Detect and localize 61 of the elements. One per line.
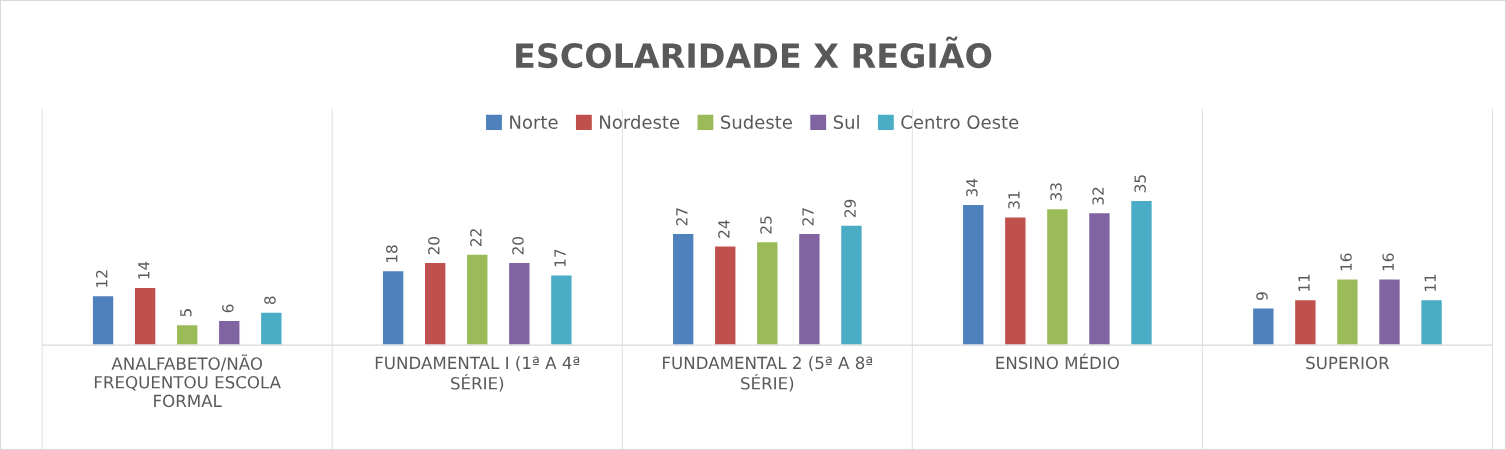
bar — [217, 319, 241, 346]
x-tick-label: FUNDAMENTAL I (1ª A 4ª SÉRIE) — [375, 356, 580, 392]
data-label: 27 — [676, 208, 688, 226]
bar — [797, 232, 821, 346]
legend-label: Centro Oeste — [901, 115, 1019, 129]
legend-label: Norte — [510, 115, 558, 129]
bar — [1419, 298, 1444, 346]
legend-label: Sul — [833, 115, 859, 129]
data-label: 17 — [554, 249, 566, 267]
data-label: 22 — [470, 229, 482, 246]
bar — [713, 245, 737, 346]
data-label: 35 — [1134, 175, 1146, 193]
bar — [755, 240, 779, 346]
data-label: 16 — [1340, 253, 1352, 271]
bar — [381, 269, 405, 346]
bar — [1129, 199, 1154, 346]
x-tick-label: ENSINO MÉDIO — [996, 353, 1119, 370]
bar — [1087, 211, 1111, 346]
bar — [1377, 278, 1402, 346]
bar — [961, 203, 985, 346]
bar — [1003, 216, 1027, 346]
bar — [259, 311, 283, 346]
bar — [465, 253, 489, 346]
data-label: 34 — [966, 178, 978, 197]
data-label: 25 — [760, 216, 772, 234]
data-label: 20 — [428, 236, 440, 255]
data-label: 20 — [512, 236, 524, 255]
data-label: 32 — [1092, 187, 1104, 205]
legend-label: Nordeste — [600, 115, 680, 129]
data-label: 6 — [222, 304, 234, 313]
x-tick-label: SUPERIOR — [1306, 356, 1390, 370]
data-label: 12 — [95, 270, 108, 287]
bar — [423, 261, 447, 346]
bar — [1335, 278, 1359, 346]
data-label: 29 — [844, 199, 856, 218]
chart-title: ESCOLARIDADE X REGIÃO — [516, 36, 992, 69]
data-label: 27 — [802, 208, 814, 226]
data-label: 5 — [180, 309, 192, 317]
bar — [839, 224, 863, 346]
data-label: 14 — [138, 261, 150, 279]
x-tick-label: ANALFABETO/NÃO FREQUENTOU ESCOLA FORMAL — [94, 354, 281, 408]
bar — [133, 286, 157, 346]
bar — [507, 261, 531, 346]
data-label: 24 — [718, 220, 730, 238]
data-label: 16 — [1382, 253, 1394, 271]
bar — [1045, 207, 1069, 346]
data-label: 8 — [264, 296, 276, 305]
bar — [175, 323, 199, 346]
bar — [1293, 298, 1317, 346]
data-label: 11 — [1298, 274, 1310, 291]
legend-label: Sudeste — [721, 115, 792, 129]
data-label: 33 — [1050, 183, 1062, 201]
x-tick-label: FUNDAMENTAL 2 (5ª A 8ª SÉRIE) — [663, 356, 873, 392]
bar — [671, 232, 695, 346]
data-label: 31 — [1008, 191, 1020, 209]
bar — [549, 274, 573, 346]
bar — [1251, 307, 1275, 346]
bar — [91, 294, 115, 346]
data-label: 11 — [1424, 274, 1436, 291]
data-label: 18 — [386, 245, 398, 262]
data-label: 9 — [1256, 292, 1268, 300]
